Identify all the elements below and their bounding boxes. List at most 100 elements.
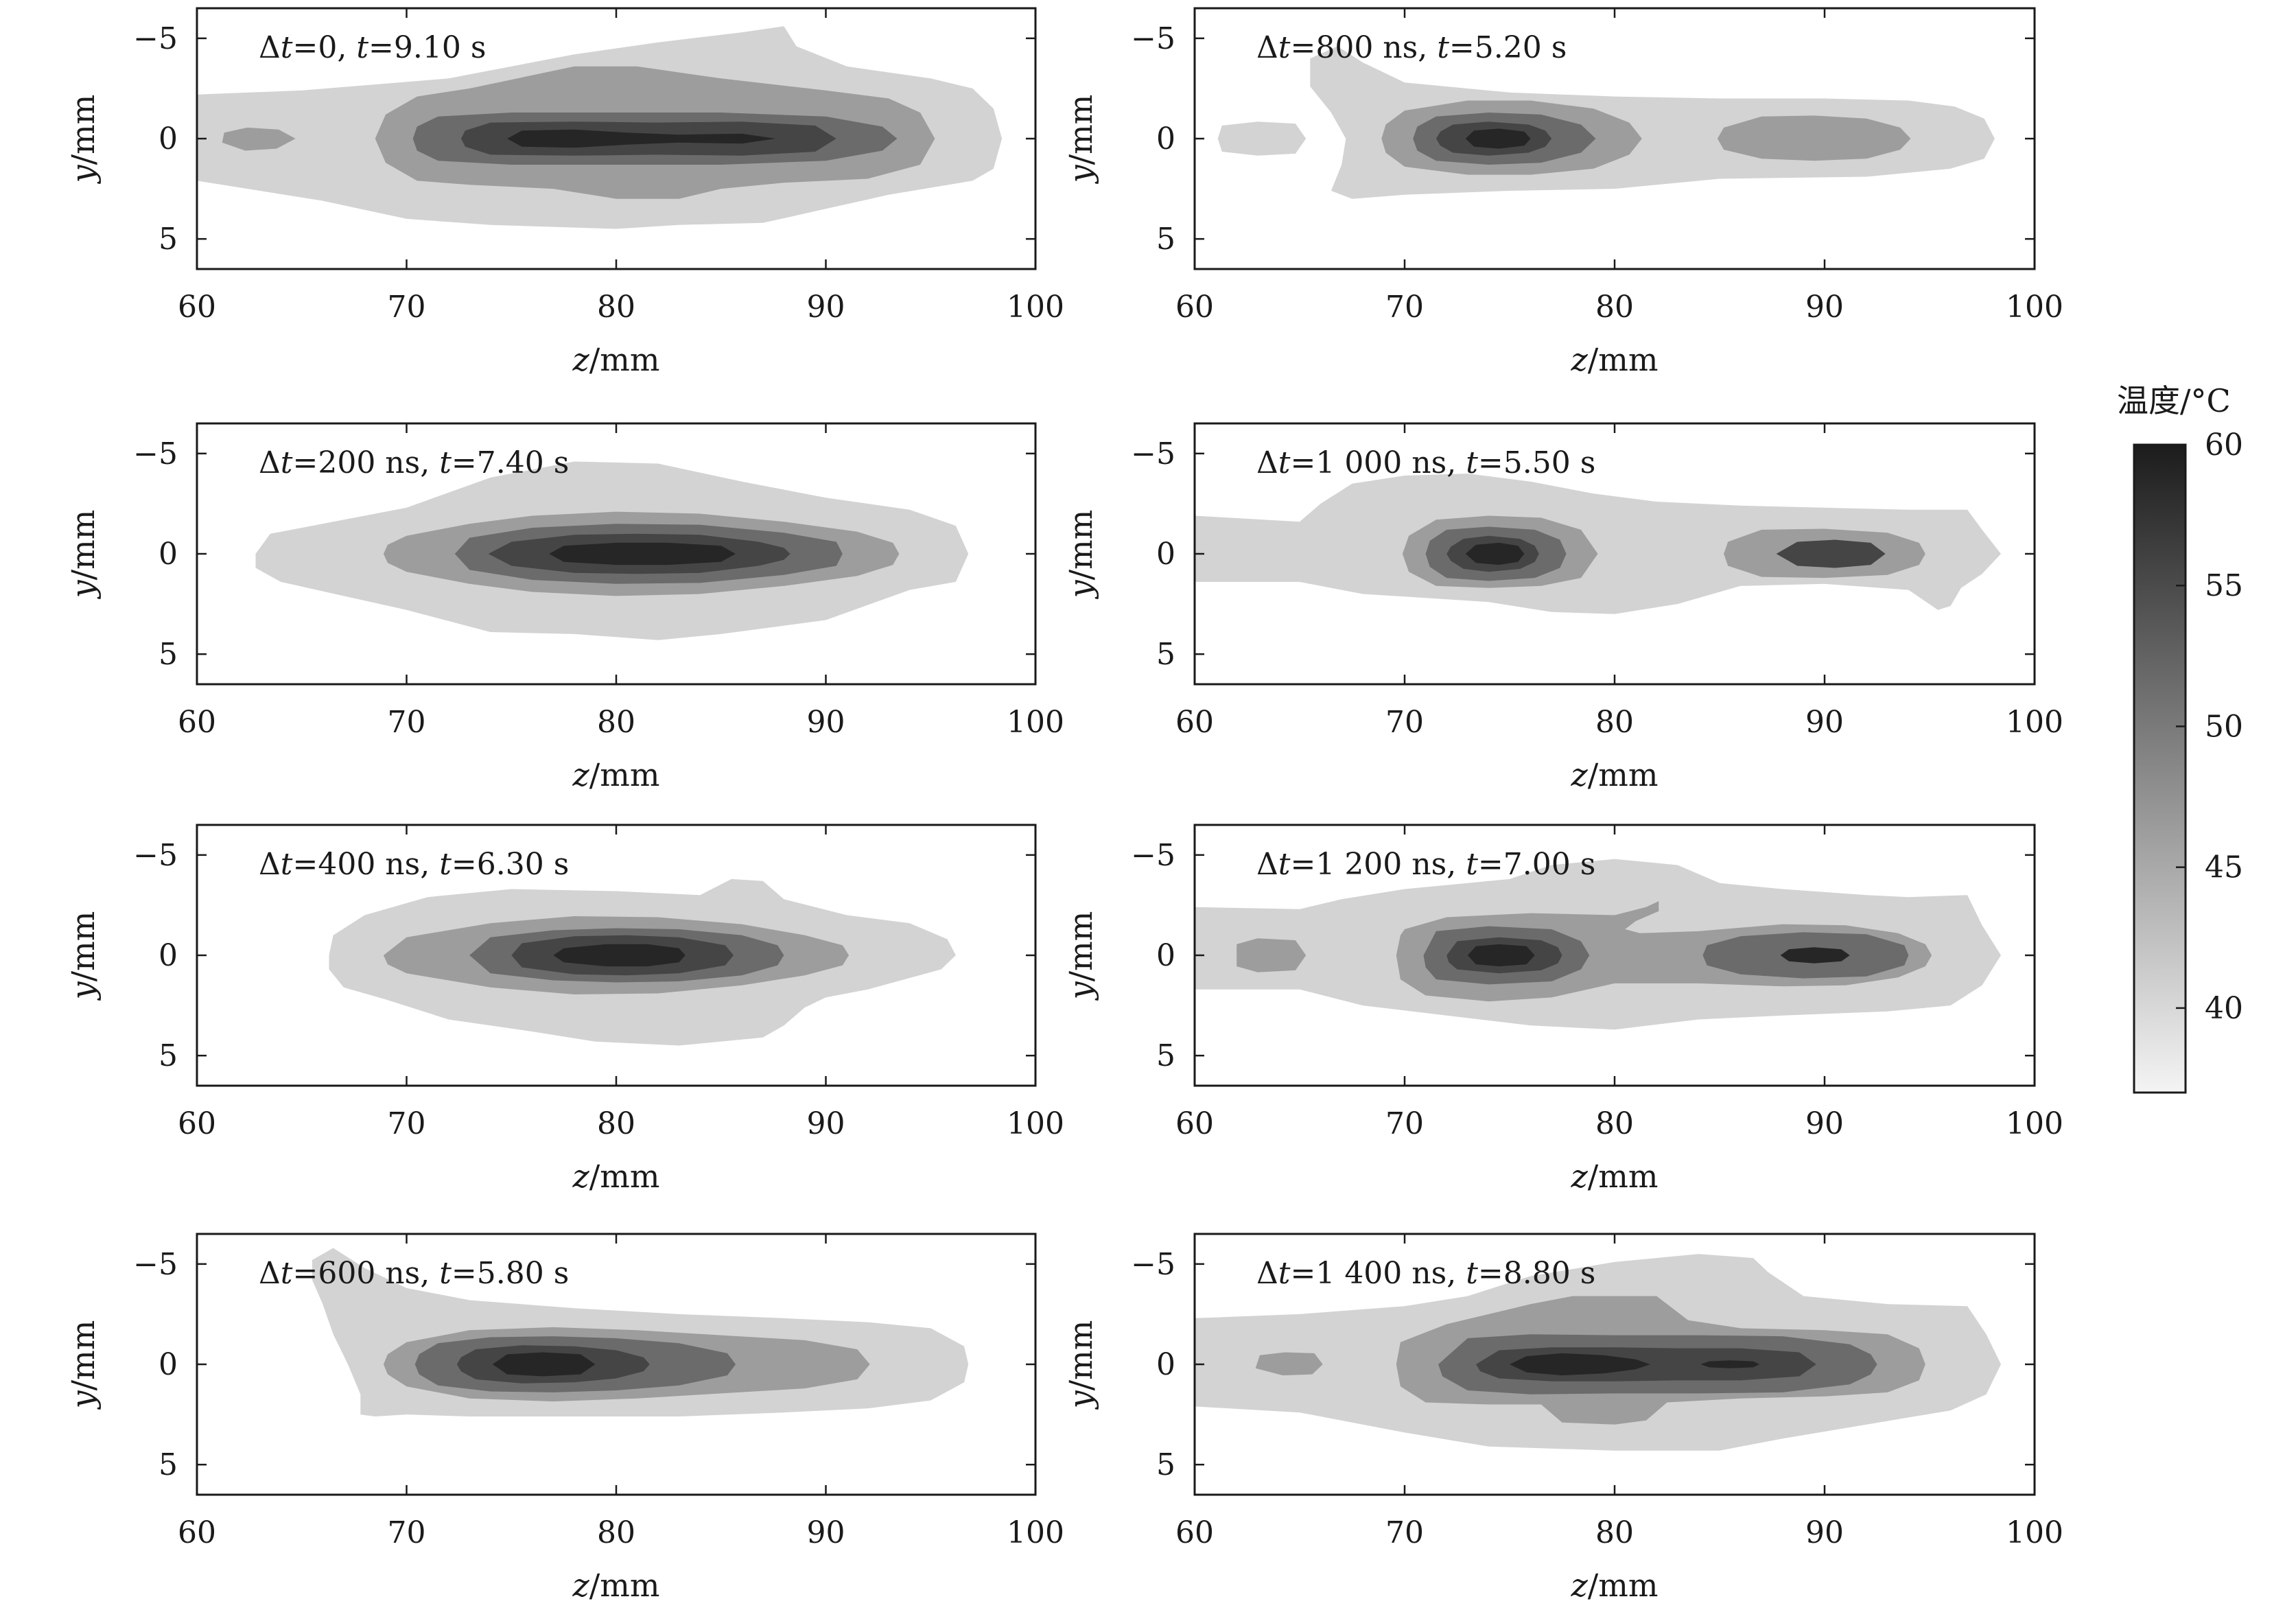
x-axis-label-symbol: z: [572, 756, 590, 793]
y-tick-label: 0: [1156, 1347, 1175, 1382]
annotation-part: t: [1437, 30, 1449, 65]
y-axis-label-symbol: y: [1062, 981, 1099, 1001]
x-tick-label: 90: [807, 705, 845, 740]
contour-levels: [1195, 1254, 2001, 1451]
contour-levels: [1195, 859, 2001, 1030]
x-tick-label: 70: [1385, 1515, 1424, 1550]
y-tick-label: 0: [159, 938, 178, 973]
x-tick-label: 80: [597, 705, 635, 740]
contour-level-52: [1776, 539, 1886, 568]
colorbar-tick-label: 55: [2205, 568, 2243, 603]
panel-annotation: Δt=200 ns, t=7.40 s: [259, 445, 569, 480]
contour-levels: [255, 461, 969, 640]
x-tick-label: 100: [2006, 290, 2063, 325]
contour-level-44: [1717, 115, 1911, 161]
x-tick-label: 70: [1385, 290, 1424, 325]
x-tick-label: 100: [1007, 1515, 1064, 1550]
annotation-part: Δ: [1256, 445, 1278, 480]
annotation-part: t: [439, 1256, 452, 1291]
panel-annotation: Δt=600 ns, t=5.80 s: [259, 1256, 569, 1291]
x-tick-label: 60: [1175, 1106, 1214, 1141]
annotation-part: Δ: [1256, 847, 1278, 882]
y-axis-label: y/mm: [1062, 911, 1099, 1001]
x-tick-label: 70: [388, 290, 426, 325]
y-tick-label: 5: [159, 222, 178, 257]
colorbar: 温度/°C 40 45 50 55 60: [2117, 382, 2243, 1094]
annotation-part: t: [1278, 1256, 1291, 1291]
contour-level-56: [1510, 1353, 1650, 1376]
x-tick-label: 100: [2006, 1515, 2063, 1550]
contour-level-44: [1237, 938, 1307, 972]
x-tick-label: 100: [2006, 705, 2063, 740]
y-axis-label: y/mm: [1062, 1320, 1099, 1410]
y-tick-label: 0: [1156, 121, 1175, 156]
x-axis-label: z/mm: [1571, 1567, 1659, 1604]
y-axis-label: y/mm: [1062, 510, 1099, 600]
x-tick-label: 70: [388, 705, 426, 740]
annotation-part: Δ: [259, 847, 281, 882]
x-axis-label: z/mm: [1571, 341, 1659, 378]
contour-level-56: [1467, 944, 1535, 967]
x-tick-label: 100: [1007, 1106, 1064, 1141]
y-tick-label: −5: [1131, 436, 1175, 471]
annotation-part: Δ: [1256, 1256, 1278, 1291]
x-tick-label: 80: [1595, 705, 1634, 740]
x-axis-label-unit: /mm: [589, 1158, 660, 1195]
contour-levels: [329, 878, 956, 1046]
y-tick-label: 5: [1156, 222, 1175, 257]
annotation-part: Δ: [259, 30, 281, 65]
y-tick-label: −5: [1131, 21, 1175, 56]
colorbar-title: 温度/°C: [2117, 382, 2231, 419]
annotation-part: t: [1278, 30, 1291, 65]
y-tick-label: 5: [159, 1447, 178, 1482]
x-tick-label: 80: [1595, 290, 1634, 325]
x-axis-label-symbol: z: [1571, 341, 1589, 378]
y-axis-label: y/mm: [65, 1320, 102, 1410]
x-tick-label: 90: [807, 1515, 845, 1550]
x-tick-label: 70: [1385, 705, 1424, 740]
y-axis-label-symbol: y: [65, 164, 102, 184]
contour-level-41: [1195, 474, 2001, 614]
x-tick-label: 80: [597, 290, 635, 325]
y-tick-label: 0: [159, 537, 178, 572]
contour-levels: [312, 1248, 969, 1416]
x-tick-label: 100: [2006, 1106, 2063, 1141]
annotation-part: =0,: [292, 30, 356, 65]
x-tick-label: 90: [807, 290, 845, 325]
contour-level-56: [1465, 128, 1531, 149]
x-axis-label-symbol: z: [1571, 1567, 1589, 1604]
colorbar-tick-label: 40: [2205, 991, 2243, 1026]
annotation-part: t: [1466, 445, 1478, 480]
y-tick-label: 5: [1156, 637, 1175, 672]
x-tick-label: 90: [1805, 705, 1844, 740]
annotation-part: t: [1466, 1256, 1478, 1291]
x-tick-label: 70: [388, 1106, 426, 1141]
x-axis-label-unit: /mm: [589, 756, 660, 793]
x-tick-label: 80: [1595, 1515, 1634, 1550]
annotation-part: =1 200 ns,: [1290, 847, 1466, 882]
y-tick-label: −5: [133, 1247, 178, 1282]
x-tick-label: 80: [1595, 1106, 1634, 1141]
y-axis-label: y/mm: [65, 911, 102, 1001]
annotation-part: t: [1278, 847, 1291, 882]
y-tick-label: −5: [1131, 1247, 1175, 1282]
colorbar-gradient: [2133, 443, 2187, 1094]
contour-level-56: [1700, 1360, 1760, 1368]
panel-annotation: Δt=1 000 ns, t=5.50 s: [1256, 445, 1595, 480]
x-axis-label: z/mm: [572, 1158, 660, 1195]
y-axis-label-unit: /mm: [1062, 510, 1099, 581]
colorbar-tick-label: 60: [2205, 428, 2243, 463]
x-axis-label: z/mm: [572, 756, 660, 793]
x-tick-label: 60: [178, 290, 216, 325]
contour-level-41: [1217, 121, 1307, 156]
x-tick-label: 90: [1805, 1515, 1844, 1550]
y-axis-label-unit: /mm: [1062, 95, 1099, 165]
x-axis-label-unit: /mm: [1588, 1567, 1659, 1604]
annotation-part: t: [281, 1256, 293, 1291]
x-tick-label: 80: [597, 1106, 635, 1141]
